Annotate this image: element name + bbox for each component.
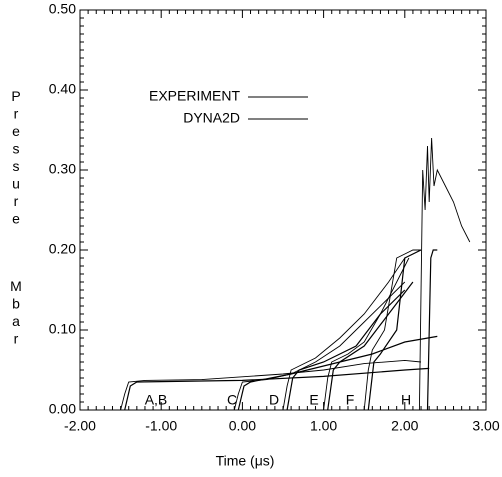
- data-line: [237, 335, 438, 411]
- gauge-label: A,B: [145, 392, 168, 408]
- x-tick-label: 0.00: [229, 418, 256, 434]
- x-tick-label: -1.00: [145, 418, 177, 434]
- data-line: [418, 137, 471, 411]
- gauge-label: C: [227, 392, 237, 408]
- gauge-label: D: [269, 392, 279, 408]
- data-line: [367, 249, 422, 411]
- legend-label: EXPERIMENT: [149, 88, 240, 104]
- y-tick-label: 0.00: [49, 401, 76, 417]
- y-tick-label: 0.20: [49, 241, 76, 257]
- data-line: [124, 367, 430, 411]
- y-tick-label: 0.50: [49, 1, 76, 17]
- data-line: [282, 257, 406, 411]
- x-tick-label: 1.00: [310, 418, 337, 434]
- data-line: [120, 359, 422, 411]
- data-line: [363, 249, 421, 411]
- data-line: [233, 281, 406, 411]
- y-tick-label: 0.30: [49, 161, 76, 177]
- data-line: [426, 249, 438, 411]
- gauge-label: E: [309, 392, 318, 408]
- y-tick-label: 0.10: [49, 321, 76, 337]
- x-tick-label: 2.00: [391, 418, 418, 434]
- x-tick-label: 3.00: [472, 418, 499, 434]
- data-line: [327, 281, 414, 411]
- data-line: [286, 289, 406, 411]
- gauge-label: F: [346, 392, 355, 408]
- x-tick-label: -2.00: [64, 418, 96, 434]
- data-line: [323, 257, 410, 411]
- legend-label: DYNA2D: [183, 110, 240, 126]
- gauge-label: H: [401, 392, 411, 408]
- x-axis-label: Time (μs): [216, 453, 275, 469]
- y-tick-label: 0.40: [49, 81, 76, 97]
